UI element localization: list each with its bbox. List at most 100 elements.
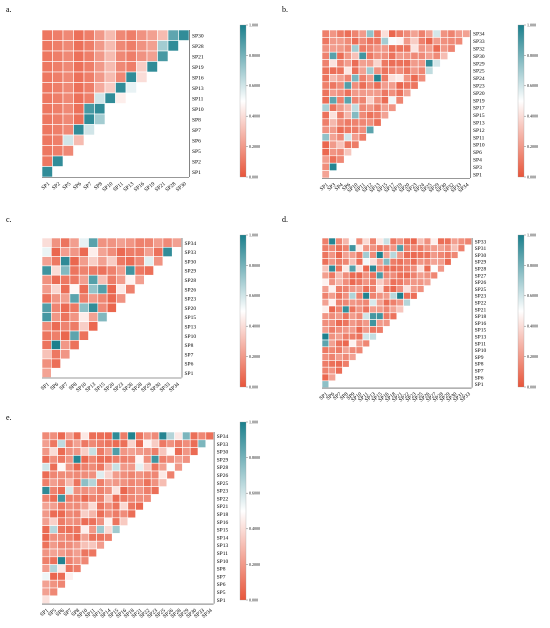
heatmap-cell	[335, 292, 343, 300]
heatmap-cell	[88, 494, 97, 503]
heatmap-cell	[72, 525, 82, 534]
y-tick-label: SP6	[192, 138, 201, 144]
heatmap-cell	[80, 533, 90, 542]
heatmap-cell	[104, 103, 116, 115]
heatmap-cell	[69, 302, 80, 313]
heatmap-cell	[106, 284, 117, 295]
heatmap-cell	[335, 244, 343, 252]
heatmap-cell	[174, 439, 183, 448]
heatmap-cell	[342, 332, 350, 341]
heatmap-cell	[396, 292, 404, 300]
colorbar-tick-label: 0.000	[249, 174, 258, 179]
heatmap-cell	[410, 271, 418, 280]
heatmap-cell	[41, 302, 52, 313]
heatmap-cell	[416, 251, 425, 259]
heatmap-cell	[96, 470, 105, 480]
heatmap-cell	[119, 439, 129, 448]
heatmap-cell	[388, 88, 397, 97]
heatmap-cell	[73, 113, 85, 125]
y-tick-label: SP1	[473, 172, 482, 178]
heatmap-cell	[69, 256, 80, 267]
heatmap-cell	[388, 81, 397, 90]
heatmap-cell	[62, 145, 74, 157]
heatmap-cell	[97, 237, 108, 248]
heatmap-cell	[423, 244, 432, 252]
heatmap-cell	[182, 431, 191, 441]
colorbar: 1.000 0.8000 0.6000 0.4000 0.2000 0.000	[239, 232, 260, 389]
heatmap-cell	[395, 51, 404, 60]
heatmap-cell	[389, 298, 398, 307]
heatmap-cell	[50, 293, 61, 304]
heatmap-cell	[403, 278, 411, 286]
heatmap-cell	[329, 81, 338, 90]
heatmap-cell	[369, 305, 377, 314]
heatmap-cell	[425, 66, 434, 75]
heatmap-cell	[395, 96, 404, 105]
heatmap-cell	[380, 37, 389, 46]
heatmap-cell	[106, 256, 117, 267]
heatmap-cell	[65, 525, 74, 534]
heatmap-cell	[78, 256, 89, 267]
heatmap-cell	[65, 455, 74, 464]
heatmap-cell	[355, 305, 364, 314]
heatmap-cell	[328, 366, 336, 375]
heatmap-cell	[321, 366, 330, 375]
heatmap-cell	[96, 525, 105, 534]
heatmap-cell	[88, 486, 97, 495]
y-tick-label: SP26	[475, 280, 487, 286]
heatmap-cell	[403, 44, 412, 53]
y-tick-label: SP13	[185, 324, 197, 330]
heatmap-cell	[336, 133, 345, 142]
heatmap-cell	[373, 37, 382, 46]
heatmap-cell	[52, 29, 64, 41]
heatmap-cell	[380, 74, 389, 83]
heatmap-cell	[104, 40, 116, 52]
heatmap-cell	[96, 478, 105, 487]
heatmap-cell	[62, 134, 74, 146]
heatmap-cell	[328, 312, 336, 320]
heatmap-cell	[382, 258, 391, 266]
heatmap-cell	[342, 339, 350, 348]
heatmap-cell	[62, 50, 74, 62]
colorbar-tick-label: 0.000	[249, 384, 258, 389]
heatmap-cell	[49, 564, 58, 573]
heatmap-cell	[60, 265, 71, 276]
heatmap-cell	[366, 96, 375, 105]
heatmap-cell	[321, 81, 330, 90]
heatmap-cell	[388, 74, 397, 83]
heatmap-cell	[417, 51, 426, 60]
x-tick-label: SP7	[63, 608, 74, 618]
heatmap-cell	[41, 367, 52, 378]
heatmap-cell	[380, 111, 389, 120]
heatmap-cell	[41, 339, 52, 350]
heatmap-cell	[425, 59, 434, 68]
heatmap-cell	[49, 509, 58, 519]
heatmap-cell	[358, 59, 367, 68]
colorbar-tick-label: 0.6000	[527, 293, 538, 298]
heatmap-cell	[69, 321, 80, 332]
heatmap-cell	[72, 509, 82, 519]
heatmap-cell	[57, 455, 66, 464]
heatmap-cell	[146, 40, 158, 52]
heatmap-cell	[52, 82, 64, 94]
heatmap-cell	[382, 264, 391, 273]
heatmap-cell	[41, 330, 52, 341]
heatmap-cell	[328, 360, 336, 368]
heatmap-cell	[355, 258, 364, 266]
heatmap-cell	[328, 285, 336, 293]
heatmap-cell	[49, 455, 58, 464]
colorbar-tick-label: 0.4000	[249, 324, 260, 329]
heatmap-cell	[362, 326, 370, 334]
y-tick-label: SP15	[473, 113, 485, 119]
heatmap-cell	[410, 251, 418, 259]
heatmap-cell	[343, 74, 352, 83]
heatmap-cell	[329, 140, 338, 149]
heatmap-cell	[57, 572, 66, 581]
heatmap-cell	[358, 81, 367, 90]
heatmap-cell	[328, 244, 336, 252]
y-tick-label: SP20	[185, 306, 197, 312]
heatmap-cell	[62, 40, 74, 52]
colorbar-tick-label: 0.2000	[527, 144, 538, 149]
heatmap-cell	[134, 237, 145, 248]
heatmap-cell	[358, 111, 367, 120]
